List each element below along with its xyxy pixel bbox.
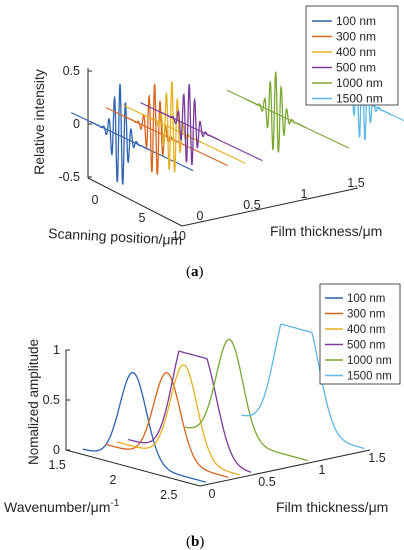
panel-b-legend-label: 400 nm	[347, 324, 385, 336]
panel-a-z-tick-label: 0.5	[63, 64, 80, 78]
panel-b-y-tick-label: 0	[209, 487, 216, 501]
panel-b-series-group	[82, 323, 365, 483]
panel-a-x-tick-label: 5	[139, 211, 146, 225]
panel-a-zlabel: Relative intensity	[31, 69, 47, 175]
panel-a-caption-letter: a	[191, 264, 199, 280]
panel-b-y-tick-label: 1	[319, 463, 326, 477]
panel-b-legend-label: 100 nm	[347, 293, 385, 305]
panel-b-legend-label: 1500 nm	[347, 371, 392, 383]
panel-a-z-tick-label: -0.5	[58, 170, 80, 184]
panel-a-series-4	[159, 84, 219, 166]
panel-b-xlabel-text: Wavenumber/μm	[4, 499, 110, 515]
panel-a-legend-label: 400 nm	[336, 45, 376, 59]
panel-b-legend-box	[319, 283, 401, 385]
panel-a-x-tick-label: 0	[92, 193, 99, 207]
panel-a-y-tick-label: 1.5	[347, 176, 364, 190]
panel-b-series-1	[82, 371, 206, 483]
panel-b-y-tick-label: 1.5	[368, 451, 385, 465]
panel-a-x-tick-label: 10	[172, 229, 186, 243]
panel-b-xlabel-sup: -1	[110, 498, 119, 509]
panel-b-series-5	[184, 338, 308, 462]
panel-b-z-tick-label: 0.5	[43, 393, 60, 407]
panel-a-axes	[87, 68, 359, 227]
panel-a-caption: (a)	[186, 264, 204, 280]
panel-b-x-tick-label: 1.5	[48, 458, 65, 472]
panel-b-caption-letter: b	[191, 534, 199, 550]
panel-a-legend-label: 300 nm	[336, 30, 376, 44]
panel-b-series-2	[105, 372, 229, 478]
panel-b-series-3	[116, 364, 240, 476]
panel-a-xlabel: Scanning position/μm	[48, 225, 183, 248]
panel-b-zlabel: Nomalized amplitude	[26, 339, 41, 465]
panel-a-legend-box	[305, 5, 399, 106]
panel-b-legend-label: 1000 nm	[347, 355, 392, 367]
panel-b-series-6	[241, 323, 365, 450]
panel-b-xlabel: Wavenumber/μm-1	[4, 498, 120, 515]
panel-a-legend-label: 1500 nm	[336, 92, 383, 106]
panel-a-z-tick-label: 0	[73, 117, 80, 131]
panel-b-y-tick-label: 0.5	[258, 475, 275, 489]
panel-a-ticks: -0.5 0 0.5 0 5 10 0 0.5 1 1.5	[58, 64, 364, 243]
panel-a-y-tick-label: 0	[197, 209, 204, 223]
panel-b-x-tick-label: 2.5	[160, 488, 177, 502]
panel-a-ylabel: Film thickness/μm	[270, 223, 382, 239]
panel-b-series-4	[128, 350, 252, 473]
panel-b-caption: (b)	[186, 534, 204, 550]
panel-b-ylabel: Film thickness/μm	[276, 499, 388, 515]
panel-a-legend-label: 100 nm	[336, 14, 376, 28]
panel-a-y-tick-label: 0.5	[243, 198, 260, 212]
panel-b-y-axis	[199, 449, 371, 487]
panel-b-x-axis	[65, 449, 201, 487]
panel-a-legend-label: 500 nm	[336, 61, 376, 75]
panel-b-ticks: 0 0.5 1 1.5 2 2.5 0 0.5 1 1.5	[43, 343, 386, 502]
panel-b-x-tick-label: 2	[110, 473, 117, 487]
panel-b-legend: 100 nm 300 nm 400 nm 500 nm 1000 nm 1500 nm	[319, 283, 401, 385]
panel-a-x-axis	[87, 177, 183, 227]
panel-b: 0 0.5 1 1.5 2 2.5 0 0.5 1 1.5 Nomalized amplitude…	[4, 283, 401, 550]
panel-a-y-axis	[181, 187, 359, 227]
panel-b-z-tick-label: 0	[53, 443, 60, 457]
panel-b-legend-label: 500 nm	[347, 340, 385, 352]
panel-b-legend-label: 300 nm	[347, 309, 385, 321]
panel-b-z-tick-label: 1	[53, 343, 60, 357]
panel-a-y-tick-label: 1	[301, 187, 308, 201]
panel-a-series-5	[246, 71, 306, 153]
panel-a-series-1	[90, 83, 150, 185]
panel-a-legend-label: 1000 nm	[336, 76, 383, 90]
